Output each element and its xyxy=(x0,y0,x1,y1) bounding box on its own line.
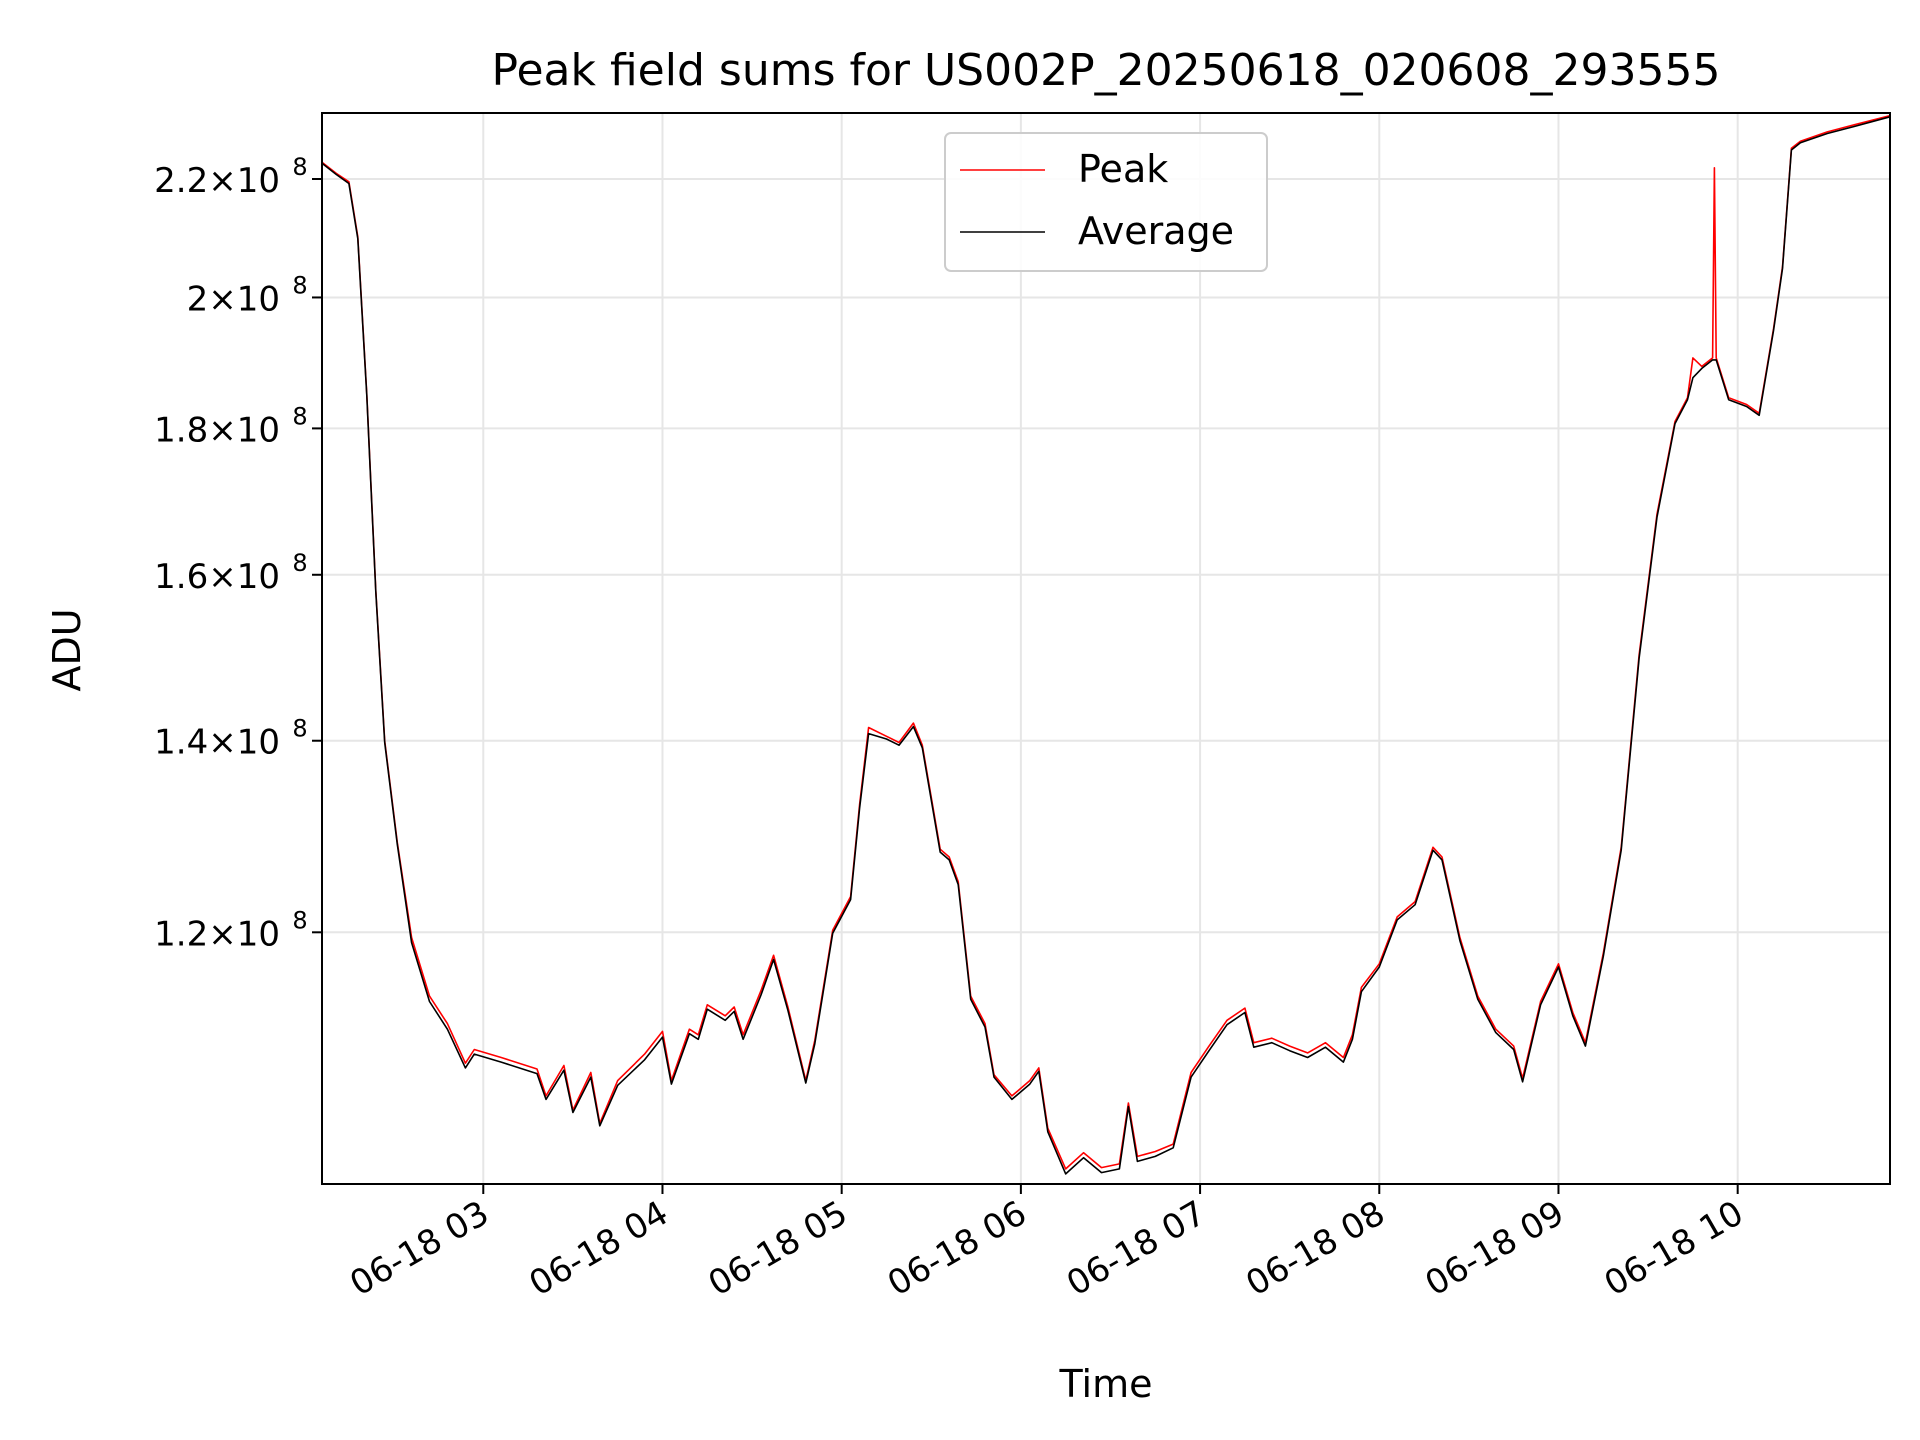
y-tick-base: 10 xyxy=(237,279,280,319)
y-tick-exponent: 8 xyxy=(292,153,307,181)
y-tick-mantissa: 2 xyxy=(187,279,209,319)
y-axis-ticks: 1.2×10 81.4×10 81.6×10 81.8×10 82×10 82.2×10 8 xyxy=(154,153,322,954)
y-tick-times: × xyxy=(208,279,237,319)
series-line-average xyxy=(321,116,1891,1175)
y-tick-mantissa: 1.4 xyxy=(154,723,208,763)
y-tick-label: 2.2×10 8 xyxy=(154,153,307,201)
y-tick-exponent: 8 xyxy=(292,271,307,299)
y-tick-base: 10 xyxy=(237,723,280,763)
legend-label-average: Average xyxy=(1078,209,1234,253)
y-tick-exponent: 8 xyxy=(292,549,307,577)
plot-frame xyxy=(321,112,1891,1185)
y-tick-base: 10 xyxy=(237,914,280,954)
series-group xyxy=(321,114,1891,1175)
y-tick-label-text: 2.2×10 xyxy=(154,161,280,201)
y-tick-mantissa: 1.2 xyxy=(154,914,208,954)
y-tick-base: 10 xyxy=(237,557,280,597)
y-tick-label: 1.4×10 8 xyxy=(154,715,307,763)
x-axis-label: Time xyxy=(1059,1362,1153,1406)
chart-title: Peak field sums for US002P_20250618_0206… xyxy=(492,45,1721,96)
y-tick-exponent: 8 xyxy=(292,906,307,934)
y-tick-label-text: 1.6×10 xyxy=(154,557,280,597)
y-tick-label-text: 1.2×10 xyxy=(154,914,280,954)
y-axis-label: ADU xyxy=(45,608,89,691)
legend: Peak Average xyxy=(944,132,1268,272)
y-tick-times: × xyxy=(208,161,237,201)
y-tick-label: 1.8×10 8 xyxy=(154,402,307,450)
y-tick-times: × xyxy=(208,410,237,450)
legend-box xyxy=(944,132,1268,272)
y-tick-times: × xyxy=(208,914,237,954)
y-tick-mantissa: 1.6 xyxy=(154,557,208,597)
y-tick-label: 1.6×10 8 xyxy=(154,549,307,597)
y-tick-base: 10 xyxy=(237,161,280,201)
y-tick-label-text: 2×10 xyxy=(187,279,280,319)
y-tick-times: × xyxy=(208,557,237,597)
legend-label-peak: Peak xyxy=(1078,147,1168,191)
y-tick-mantissa: 2.2 xyxy=(154,161,208,201)
y-tick-label-text: 1.4×10 xyxy=(154,723,280,763)
y-tick-exponent: 8 xyxy=(292,715,307,743)
y-tick-base: 10 xyxy=(237,410,280,450)
y-tick-label-text: 1.8×10 xyxy=(154,410,280,450)
y-tick-exponent: 8 xyxy=(292,402,307,430)
y-tick-mantissa: 1.8 xyxy=(154,410,208,450)
y-tick-label: 1.2×10 8 xyxy=(154,906,307,954)
y-tick-times: × xyxy=(208,723,237,763)
y-tick-label: 2×10 8 xyxy=(187,271,308,319)
